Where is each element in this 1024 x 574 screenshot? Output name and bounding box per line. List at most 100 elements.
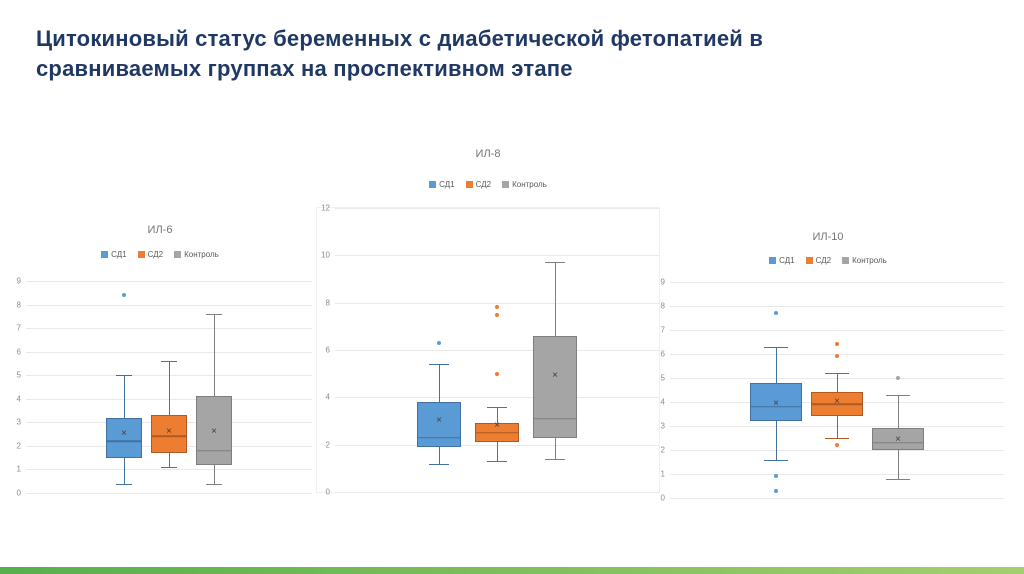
legend-item: Контроль [502,180,547,189]
whisker-cap [205,483,223,485]
outlier-dot [835,443,839,448]
whisker-line [554,437,556,459]
legend-swatch [137,251,145,258]
plot-area: × × × [335,208,659,493]
whisker-line [438,447,440,464]
whisker-cap [825,373,849,375]
legend-label: Контроль [512,180,547,189]
whisker-line [213,313,215,397]
whisker-line [836,373,838,393]
median-line [106,440,142,442]
whisker-line [496,442,498,462]
median-line [872,442,924,444]
gridline [26,493,312,494]
mean-marker: × [121,428,127,440]
box-slot: × [750,282,802,498]
whisker-line [554,262,556,336]
chart-title: ИЛ-8 [475,148,501,160]
mean-marker: × [834,396,840,407]
box-row: × × × [26,281,312,493]
mean-marker: × [552,370,558,382]
mean-marker: × [773,398,779,410]
gridline [670,330,1004,331]
box [196,396,232,465]
whisker-cap [544,458,566,460]
plot-area: × × × [670,282,1004,499]
outlier-dot [774,488,778,493]
legend-item: СД2 [137,250,164,259]
box-row: × × × [670,282,1004,498]
outlier-dot [774,474,778,479]
whisker-line [897,394,899,429]
median-line [151,435,187,438]
y-tick-label: 4 [660,397,665,407]
gridline [335,397,659,399]
chart-legend: СД1 СД2 Контроль [8,250,312,259]
y-tick-label: 5 [16,370,21,380]
plot-area: × × × [26,281,312,494]
y-tick-label: 0 [16,488,21,498]
y-tick-label: 3 [660,421,665,431]
legend-swatch [502,181,510,188]
chart-title: ИЛ-10 [812,231,844,243]
gridline [26,281,312,282]
gridline [26,351,312,353]
whisker-line [213,464,215,484]
gridline [335,350,659,351]
y-tick-label: 8 [660,301,665,311]
chart-il8: ИЛ-8 СД1 СД2 Контроль 0 2 4 6 8 10 12 × × × [316,148,660,497]
median-line [533,417,577,420]
outlier-dot [437,340,441,345]
outlier-dot [495,305,499,310]
box-slot: × [417,208,461,492]
chart-il10: ИЛ-10 СД1 СД2 Контроль 0 1 2 3 4 5 6 7 8 9 × × × [652,231,1004,503]
median-line [750,406,802,408]
gridline [335,302,659,304]
y-tick-label: 9 [660,277,665,287]
whisker-cap [764,346,788,348]
legend-item: Контроль [842,256,887,265]
y-tick-label: 5 [660,373,665,383]
outlier-dot [122,293,126,298]
box [417,402,461,448]
whisker-cap [486,461,508,463]
legend-swatch [842,257,850,264]
legend-swatch [769,257,777,264]
y-tick-label: 1 [16,464,21,474]
gridline [26,469,312,471]
plot-wrap: 0 2 4 6 8 10 12 × × × [316,203,660,497]
legend-item: Контроль [174,250,219,259]
legend-label: СД1 [439,180,455,189]
chart-legend: СД1 СД2 Контроль [652,256,1004,265]
y-tick-label: 4 [325,392,330,402]
y-tick-label: 2 [16,441,21,451]
chart-il6: ИЛ-6 СД1 СД2 Контроль 0 1 2 3 4 5 6 7 8 9 × × × [8,224,312,498]
whisker-cap [160,467,178,469]
median-line [811,403,863,406]
y-axis: 0 1 2 3 4 5 6 7 8 9 [652,278,670,503]
gridline [335,208,659,209]
slide-title: Цитокиновый статус беременных с диабетич… [36,26,764,82]
mean-marker: × [436,415,442,426]
box-slot: × [106,281,142,493]
whisker-cap [886,394,910,396]
outlier-dot [495,371,499,376]
legend-swatch [429,181,437,188]
y-tick-label: 2 [325,440,330,450]
y-tick-label: 6 [660,349,665,359]
y-tick-label: 2 [660,445,665,455]
y-tick-label: 6 [16,347,21,357]
y-tick-label: 10 [321,250,330,260]
gridline [670,474,1004,475]
y-tick-label: 8 [16,300,21,310]
box-row: × × × [335,208,659,492]
whisker-line [496,406,498,424]
legend-item: СД1 [769,256,795,265]
box-slot: × [811,282,863,498]
y-tick-label: 12 [321,203,330,213]
legend-label: СД1 [111,250,127,259]
y-tick-label: 0 [660,493,665,503]
gridline [26,304,312,306]
median-line [196,449,232,452]
legend-label: СД2 [147,250,164,259]
